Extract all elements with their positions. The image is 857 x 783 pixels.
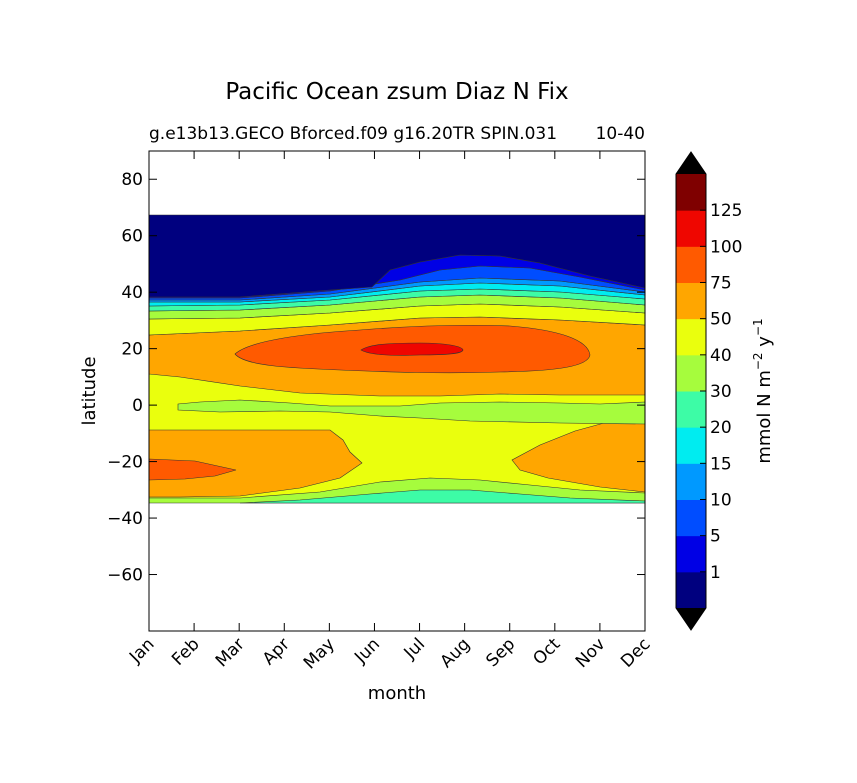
y-tick-label: 60 [121,227,143,247]
colorbar-tick-label: 20 [710,418,732,438]
colorbar-label-exp2: −1 [751,318,765,336]
contour-region-equatorial [177,399,645,425]
colorbar-label: mmol N m−2 y−1 [751,318,775,463]
x-tick-label: Oct [529,634,564,669]
colorbar-tick-label: 125 [710,201,742,221]
contour-region-south-teal [239,489,645,504]
colorbar-tick-label: 1 [710,563,721,583]
colorbar-tick-label: 50 [710,310,732,330]
colorbar-tick-label: 5 [710,527,721,547]
contour-field [149,214,645,504]
colorbar-segment [676,210,706,247]
colorbar-tick-label: 30 [710,382,732,402]
colorbar-segment [676,282,706,320]
colorbar-extend-high [676,152,706,174]
x-tick-label: Aug [437,634,475,672]
colorbar-label-mid: y [754,336,775,353]
colorbar-label-exp1: −2 [751,352,765,370]
x-tick-label: Sep [482,634,519,671]
colorbar-segment [676,427,706,464]
contour-region-south-east [511,411,645,493]
chart-subtitle-right: 10-40 [596,124,645,144]
x-tick-label: Nov [572,634,610,672]
colorbar-segment [676,463,706,500]
y-tick-label: −20 [107,453,143,473]
plot-area [148,150,646,632]
colorbar-segment [676,174,706,211]
colorbar-segment [676,571,706,609]
colorbar-frame [675,151,707,631]
colorbar-segment [676,318,706,356]
x-tick-label: Dec [617,634,654,671]
colorbar-tick-label: 75 [710,274,732,294]
x-tick-label: Jul [400,634,429,663]
x-tick-label: Jan [125,634,158,667]
y-axis-label: latitude [79,356,100,425]
colorbar-tick-label: 15 [710,454,732,474]
colorbar-tick-label: 10 [710,491,732,511]
chart-title: Pacific Ocean zsum Diaz N Fix [225,79,568,105]
x-tick-label: Jun [350,634,384,668]
colorbar-segment [676,246,706,283]
y-tick-label: 80 [121,170,143,190]
y-tick-label: −60 [107,566,143,586]
y-tick-label: −40 [107,509,143,529]
colorbar-tick-label: 100 [710,237,742,257]
colorbar-segment [676,535,706,573]
y-tick-label: 0 [132,396,143,416]
y-tick-label: 40 [121,283,143,303]
contour-region-north-peak [360,342,464,356]
x-tick-label: Feb [168,634,203,669]
contour-region-south-west [149,429,363,498]
contour-region-south-max [149,458,237,481]
x-tick-label: Apr [259,634,294,669]
x-tick-label: May [300,634,339,673]
colorbar-segment [676,499,706,537]
chart-subtitle: g.e13b13.GECO Bforced.f09 g16.20TR SPIN.… [149,124,557,144]
colorbar-tick-label: 40 [710,346,732,366]
plot-frame [148,150,646,632]
colorbar-segment [676,354,706,392]
colorbar-extend-low [676,608,706,630]
x-tick-label: Mar [212,634,249,671]
colorbar-segment [676,391,706,428]
y-axis: −60 −40 −20 0 20 40 60 80 [107,170,645,586]
y-tick-label: 20 [121,340,143,360]
colorbar-label-main: mmol N m [754,370,775,464]
x-axis-label: month [368,683,426,704]
contour-region-north-low [149,214,645,298]
